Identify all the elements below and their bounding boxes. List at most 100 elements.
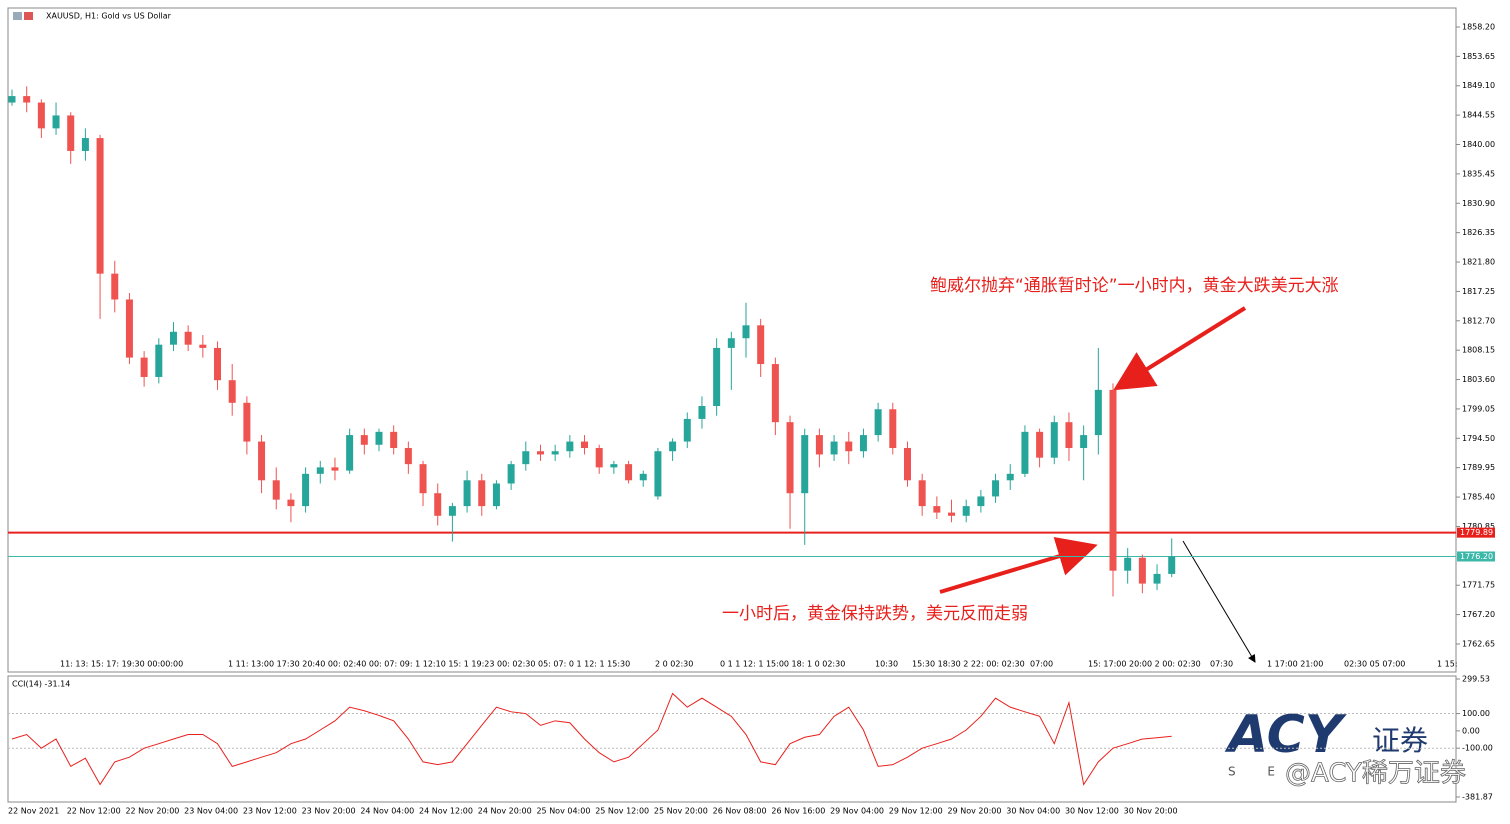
- y-tick-label: 1826.35: [1462, 228, 1495, 237]
- x-tick-label: 26 Nov 16:00: [771, 807, 825, 816]
- candle-body: [581, 441, 589, 448]
- session-label: 15:30 18:30 2 22: 00: 02:30: [912, 660, 1025, 669]
- session-label: 1 11: 13:00 17:30 20:40 00: 02:40 00: 07…: [228, 660, 630, 669]
- candle-body: [1065, 422, 1073, 448]
- candle-body: [155, 344, 163, 377]
- x-tick-label: 24 Nov 12:00: [419, 807, 473, 816]
- x-tick-label: 24 Nov 20:00: [478, 807, 532, 816]
- y-tick-label: 1844.55: [1462, 111, 1495, 120]
- candle-body: [859, 435, 867, 452]
- candle-body: [595, 447, 603, 468]
- x-tick-label: 22 Nov 20:00: [125, 807, 179, 816]
- candle-body: [933, 506, 941, 513]
- candle-body: [258, 441, 266, 481]
- session-label: 1 17:00 21:00: [1267, 660, 1323, 669]
- x-tick-label: 30 Nov 20:00: [1124, 807, 1178, 816]
- x-tick-label: 24 Nov 04:00: [360, 807, 414, 816]
- y-tick-label: 1840.00: [1462, 140, 1495, 149]
- y-tick-label: 1821.80: [1462, 258, 1495, 267]
- candle-body: [727, 338, 735, 348]
- x-tick-label: 30 Nov 12:00: [1065, 807, 1119, 816]
- candle-body: [669, 441, 677, 452]
- candle-body: [199, 344, 207, 348]
- cci-panel: [7, 675, 1457, 803]
- candle-body: [815, 435, 823, 455]
- candle-body: [1080, 435, 1088, 448]
- arrow: [939, 537, 1098, 594]
- candle-body: [962, 506, 970, 516]
- candle-body: [448, 506, 456, 516]
- session-label: 15: 17:00 20:00 2 00: 02:30: [1088, 660, 1201, 669]
- x-tick-label: 25 Nov 20:00: [654, 807, 708, 816]
- x-tick-label: 23 Nov 20:00: [302, 807, 356, 816]
- candle-body: [23, 96, 31, 103]
- watermark-letters: S E: [1228, 765, 1289, 779]
- candle-body: [478, 480, 486, 507]
- candle-body: [404, 447, 412, 465]
- main-panel: [7, 7, 1457, 673]
- candle-body: [434, 493, 442, 516]
- annotation: 鲍威尔抛弃“通胀暂时论”一小时内，黄金大跌美元大涨: [930, 276, 1339, 296]
- candle-body: [125, 299, 133, 358]
- y-tick-label: 1767.20: [1462, 610, 1495, 619]
- candle-body: [845, 441, 853, 452]
- candle-body: [507, 464, 515, 484]
- y-tick-label: 1785.40: [1462, 493, 1495, 502]
- candle-body: [1138, 557, 1146, 584]
- y-tick-label: 1794.50: [1462, 434, 1495, 443]
- candle-body: [1109, 389, 1117, 571]
- y-tick-label: 1817.25: [1462, 287, 1495, 296]
- candle-body: [390, 431, 398, 448]
- candle-body: [918, 480, 926, 507]
- x-tick-label: 23 Nov 12:00: [243, 807, 297, 816]
- candle-body: [639, 473, 647, 481]
- candle-body: [228, 380, 236, 403]
- candle-body: [111, 273, 119, 300]
- candle-body: [8, 96, 16, 103]
- candle-body: [683, 418, 691, 442]
- candle-body: [713, 347, 721, 407]
- candle-body: [742, 325, 750, 339]
- session-label: 0 1 1 12: 1 15:00 18: 1 0 02:30: [720, 660, 845, 669]
- y-tick-label: -381.87: [1462, 793, 1493, 802]
- candle-body: [1036, 431, 1044, 458]
- y-tick-label: 1835.45: [1462, 169, 1495, 178]
- level-label: 1776.20: [1460, 552, 1493, 561]
- candle-body: [287, 499, 295, 507]
- candle-body: [1153, 573, 1161, 584]
- candle-body: [316, 467, 324, 474]
- annotation: 一小时后，黄金保持跌势，美元反而走弱: [722, 604, 1028, 624]
- candle-body: [1094, 389, 1102, 436]
- candle-body: [272, 480, 280, 500]
- candle-body: [140, 357, 148, 377]
- y-tick-label: 1762.65: [1462, 639, 1495, 648]
- candle-body: [992, 480, 1000, 497]
- cci-line: [11, 692, 1172, 786]
- candle-body: [625, 464, 633, 481]
- y-tick-label: 1808.15: [1462, 346, 1495, 355]
- chart-title: XAUUSD, H1: Gold vs US Dollar: [46, 12, 172, 21]
- candle-body: [360, 435, 368, 445]
- y-tick-label: 1771.75: [1462, 581, 1495, 590]
- candle-body: [302, 473, 310, 507]
- candle-body: [786, 422, 794, 494]
- candle-body: [214, 347, 222, 381]
- x-tick-label: 25 Nov 04:00: [536, 807, 590, 816]
- candle-body: [419, 464, 427, 494]
- candle-body: [1168, 556, 1176, 574]
- level-label: 1779.89: [1460, 528, 1493, 537]
- candle-body: [654, 451, 662, 497]
- candle-body: [1006, 473, 1014, 481]
- candle-body: [1021, 431, 1029, 474]
- candle-body: [52, 115, 60, 129]
- candle-body: [977, 496, 985, 507]
- session-label: 10:30: [875, 660, 898, 669]
- y-tick-label: 100.00: [1462, 709, 1490, 718]
- candle-body: [346, 435, 354, 471]
- session-label: 07:00: [1030, 660, 1053, 669]
- candle-body: [889, 409, 897, 448]
- candle-body: [184, 331, 192, 345]
- candle-body: [536, 451, 544, 455]
- watermark-brand: 证券: [1372, 724, 1428, 757]
